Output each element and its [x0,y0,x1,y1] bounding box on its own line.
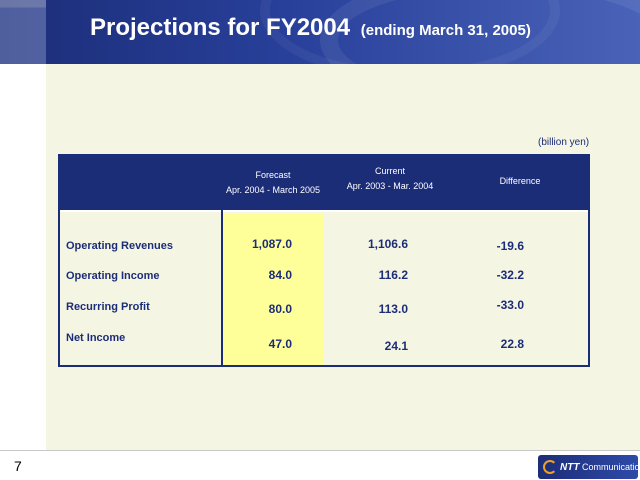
current-value: 116.2 [378,268,408,282]
footer-divider [0,450,640,451]
unit-label: (billion yen) [538,137,590,148]
forecast-value: 47.0 [268,337,292,351]
current-value: 113.0 [378,302,408,316]
header-current-period: Apr. 2003 - Mar. 2004 [346,181,434,191]
slide-title: Projections for FY2004 (ending March 31,… [90,14,531,42]
logo-name: Communications [581,462,638,472]
row-label-operating-income: Operating Income [66,270,160,282]
header-difference: Difference [499,176,541,186]
page-number: 7 [14,458,22,474]
forecast-value: 1,087.0 [251,237,292,251]
ntt-communications-logo: NTT Communications [538,455,638,479]
difference-value: -19.6 [496,239,524,253]
projections-table: Forecast Apr. 2004 - March 2005 Current … [58,154,590,367]
current-value: 1,106.6 [367,237,408,251]
current-value: 24.1 [384,339,408,353]
slide-title-subtitle: (ending March 31, 2005) [360,22,531,39]
row-label-operating-revenues: Operating Revenues [66,240,173,252]
row-label-recurring-profit: Recurring Profit [66,301,150,313]
forecast-value: 80.0 [268,302,292,316]
logo-brand: NTT [560,462,580,473]
header-forecast-period: Apr. 2004 - March 2005 [225,185,321,195]
left-margin-strip [0,64,46,450]
logo-swoosh-icon [543,460,557,474]
forecast-column-highlight [223,214,323,365]
difference-value: -33.0 [496,298,524,312]
difference-value: -32.2 [496,268,524,282]
header-forecast: Forecast Apr. 2004 - March 2005 [223,168,323,198]
row-label-net-income: Net Income [66,332,126,344]
forecast-value: 84.0 [268,268,292,282]
banner-corner-decoration [0,0,46,64]
header-current: Current Apr. 2003 - Mar. 2004 [330,164,450,194]
title-banner: Projections for FY2004 (ending March 31,… [0,0,640,64]
label-column-divider [221,156,223,365]
header-forecast-title: Forecast [255,170,291,180]
table-header [60,156,588,212]
slide-title-main: Projections for FY2004 [90,14,351,41]
difference-value: 22.8 [500,337,524,351]
header-current-title: Current [374,166,405,176]
